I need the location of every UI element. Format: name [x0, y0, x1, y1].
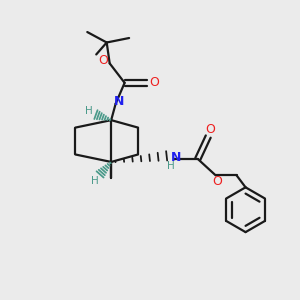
- Text: O: O: [205, 124, 215, 136]
- Text: H: H: [85, 106, 93, 116]
- Text: N: N: [114, 95, 125, 108]
- Text: O: O: [212, 176, 222, 188]
- Text: H: H: [91, 176, 99, 186]
- Text: O: O: [149, 76, 159, 89]
- Text: H: H: [167, 161, 175, 171]
- Text: O: O: [98, 54, 108, 67]
- Text: N: N: [171, 151, 181, 164]
